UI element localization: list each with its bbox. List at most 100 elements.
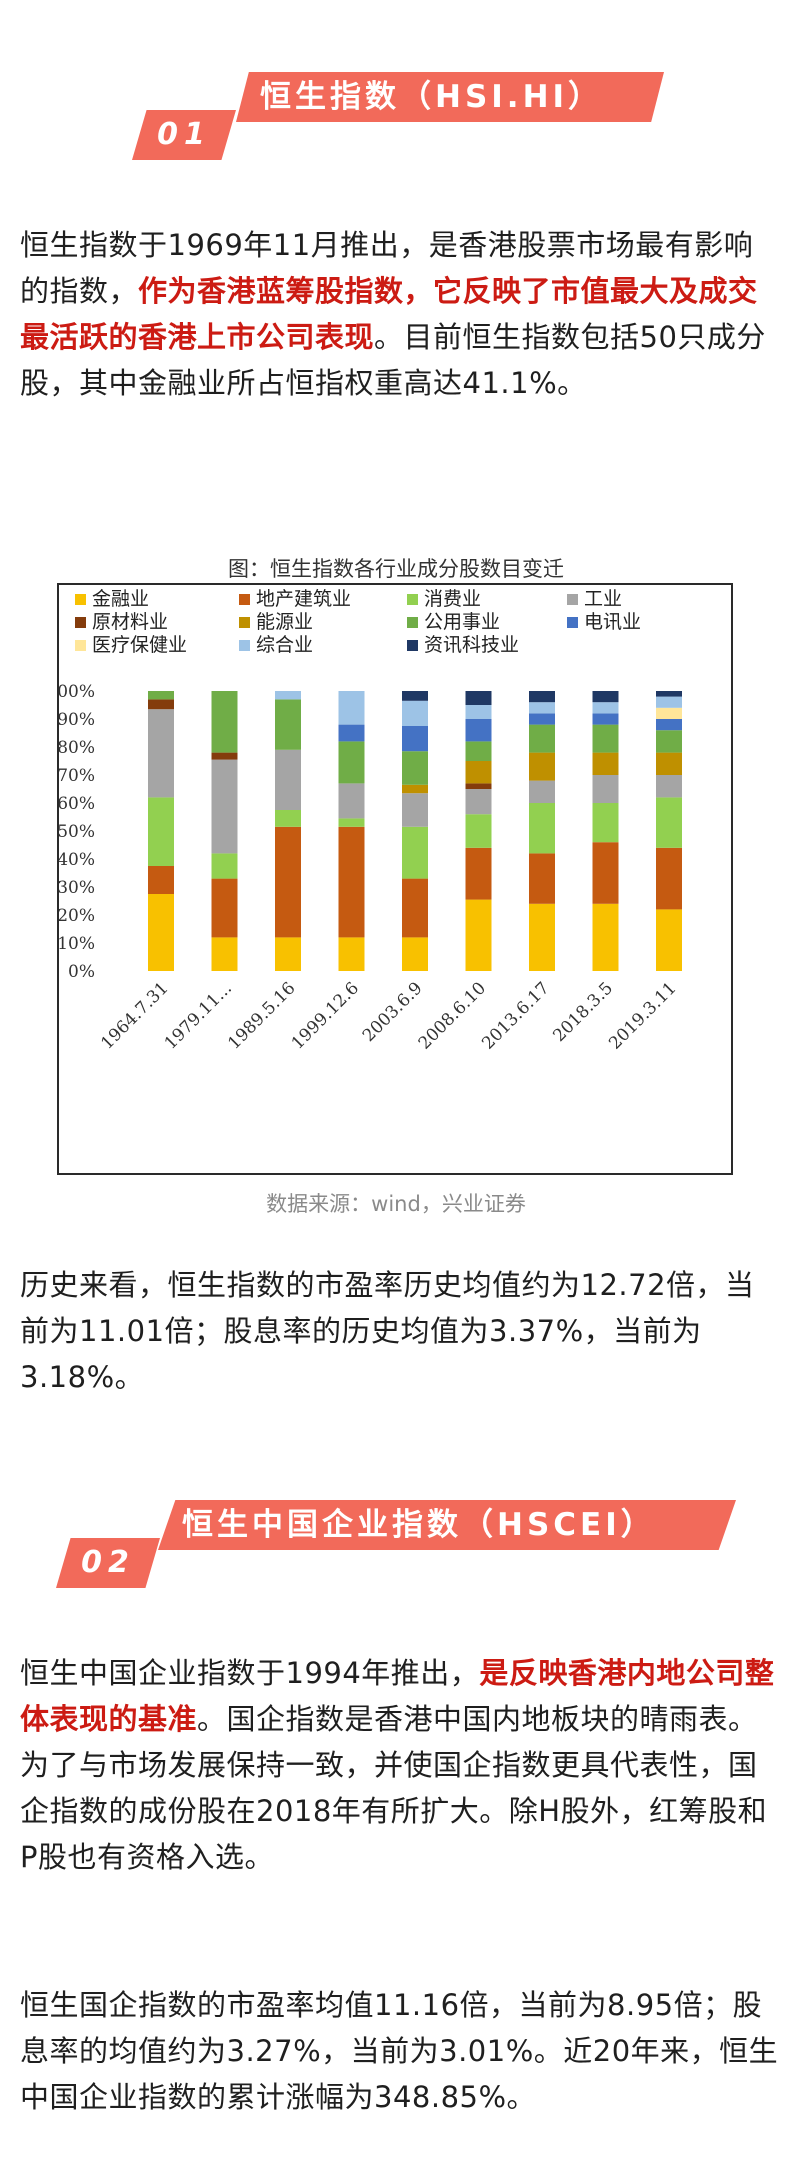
bar-segment	[275, 810, 301, 827]
y-tick-label: 70%	[59, 766, 95, 786]
bar-segment	[529, 803, 555, 854]
bar-segment	[465, 719, 492, 742]
bar-segment	[656, 707, 682, 719]
x-tick-label: 1989.5.16	[224, 978, 299, 1053]
bar-segment	[592, 691, 619, 703]
bar-segment	[211, 759, 238, 854]
bar-segment	[656, 696, 682, 708]
bar-segment	[656, 797, 682, 848]
bar-segment	[529, 903, 555, 971]
section-1-number: 01	[132, 110, 236, 160]
section-1-intro-paragraph: 恒生指数于1969年11月推出，是香港股票市场最有影响的指数，作为香港蓝筹股指数…	[20, 222, 780, 406]
bar-segment	[148, 866, 174, 894]
bar-segment	[592, 702, 619, 714]
x-tick-label: 2018.3.5	[549, 978, 617, 1046]
bar-segment	[529, 702, 555, 714]
x-tick-label: 1979.11...	[161, 978, 236, 1053]
bar-segment	[338, 724, 365, 742]
bar-segment	[465, 761, 492, 784]
bar-segment	[465, 783, 492, 789]
x-tick-label: 2019.3.11	[605, 978, 680, 1053]
legend-swatch	[239, 640, 250, 651]
bar-segment	[592, 775, 619, 803]
y-tick-label: 20%	[59, 906, 95, 926]
bar-segment	[529, 752, 555, 781]
legend-label: 金融业	[92, 588, 149, 610]
bar-segment	[148, 797, 174, 866]
legend-label: 医疗保健业	[92, 634, 187, 656]
section-1-header: 恒生指数（HSI.HI） 01	[0, 72, 792, 172]
legend-label: 公用事业	[424, 611, 500, 633]
bar-segment	[465, 789, 492, 815]
bar-segment	[529, 724, 555, 753]
y-tick-label: 30%	[59, 878, 95, 898]
section-1-title: 恒生指数（HSI.HI）	[236, 72, 664, 122]
legend-swatch	[75, 640, 86, 651]
legend-label: 电讯业	[584, 611, 641, 633]
bar-segment	[275, 826, 301, 938]
bar-segment	[275, 699, 301, 750]
s2-intro-text-1: 恒生中国企业指数于1994年推出，	[20, 1656, 480, 1690]
bar-segment	[402, 937, 428, 971]
bar-segment	[338, 818, 365, 827]
legend-swatch	[239, 617, 250, 628]
legend-label: 消费业	[424, 588, 481, 610]
legend-label: 能源业	[256, 611, 313, 633]
y-tick-label: 10%	[59, 934, 95, 954]
bar-segment	[529, 853, 555, 904]
legend-label: 原材料业	[92, 611, 168, 633]
bar-segment	[211, 691, 238, 753]
bar-segment	[592, 903, 619, 971]
section-2-number: 02	[56, 1538, 160, 1588]
legend-swatch	[407, 594, 418, 605]
bar-segment	[211, 878, 238, 938]
bar-segment	[148, 691, 174, 700]
section-2-intro-paragraph: 恒生中国企业指数于1994年推出，是反映香港内地公司整体表现的基准。国企指数是香…	[20, 1650, 780, 1880]
bar-segment	[656, 909, 682, 971]
bar-segment	[592, 752, 619, 775]
legend-label: 工业	[584, 588, 622, 610]
bar-segment	[465, 814, 492, 848]
bar-segment	[275, 691, 301, 700]
bar-segment	[465, 847, 492, 900]
bar-segment	[402, 793, 428, 827]
bar-segment	[402, 784, 428, 794]
legend-swatch	[75, 617, 86, 628]
legend-label: 资讯科技业	[424, 634, 519, 656]
x-tick-label: 1999.12.6	[288, 978, 363, 1053]
industry-composition-chart: 金融业 地产建筑业 消费业 工业原材料业 能源业 公用事业 电讯业医疗保健业 综合业 资讯科技业…	[57, 583, 733, 1175]
bar-segment	[656, 752, 682, 775]
legend-label: 综合业	[256, 634, 313, 656]
bar-segment	[402, 751, 428, 785]
bar-segment	[465, 705, 492, 719]
bar-segment	[656, 691, 682, 697]
bar-segment	[402, 700, 428, 726]
legend-swatch	[407, 640, 418, 651]
figure-title: 图：恒生指数各行业成分股数目变迁	[228, 557, 564, 581]
bar-segment	[275, 937, 301, 971]
y-tick-label: 80%	[59, 738, 95, 758]
bar-segment	[402, 826, 428, 879]
bar-segment	[529, 780, 555, 803]
section-1-valuation-paragraph: 历史来看，恒生指数的市盈率历史均值约为12.72倍，当前为11.01倍；股息率的…	[20, 1268, 755, 1394]
legend-label: 地产建筑业	[256, 588, 351, 610]
bar-segment	[592, 724, 619, 753]
y-tick-label: 50%	[59, 822, 95, 842]
bar-segment	[656, 730, 682, 753]
bar-segment	[338, 826, 365, 938]
x-tick-label: 1964.7.31	[97, 978, 172, 1053]
data-source: 数据来源：wind，兴业证券	[266, 1192, 526, 1216]
bar-segment	[529, 713, 555, 725]
bar-segment	[465, 741, 492, 761]
section-2-title: 恒生中国企业指数（HSCEI）	[158, 1500, 736, 1550]
y-tick-label: 90%	[59, 710, 95, 730]
legend-swatch	[567, 594, 578, 605]
x-tick-label: 2003.6.9	[359, 978, 427, 1046]
bar-segment	[148, 699, 174, 710]
y-tick-label: 40%	[59, 850, 95, 870]
x-tick-label: 2013.6.17	[478, 978, 553, 1053]
bar-segment	[338, 691, 365, 725]
y-tick-label: 0%	[68, 962, 95, 982]
bar-segment	[592, 803, 619, 843]
